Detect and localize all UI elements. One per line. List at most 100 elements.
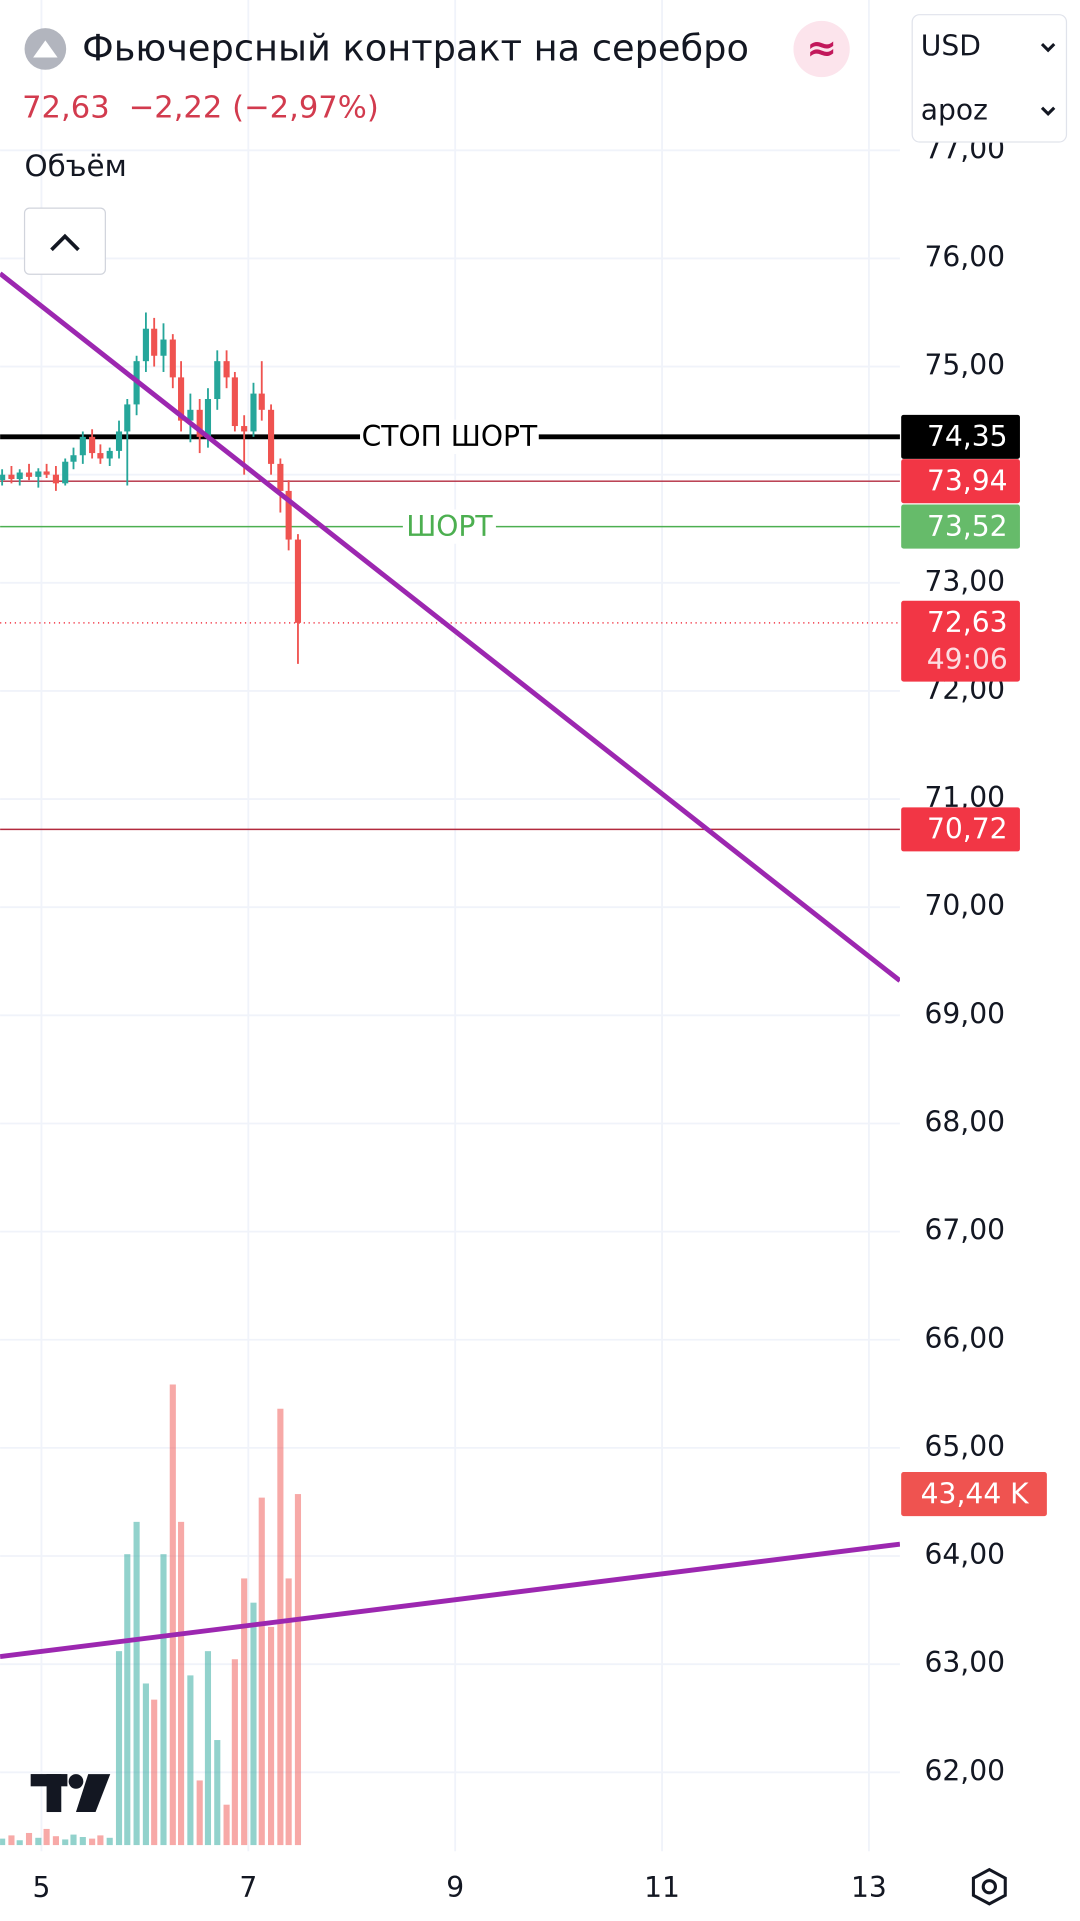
y-tick-label: 70,00: [924, 889, 1005, 922]
volume-bar: [214, 1740, 221, 1846]
logo-part: [68, 1774, 84, 1789]
volume-bar: [241, 1578, 248, 1846]
candle-body: [277, 463, 284, 491]
badge[interactable]: [793, 20, 850, 78]
volume-bar: [151, 1699, 158, 1846]
collapse-icon: [50, 233, 80, 252]
volume-bar: [223, 1804, 230, 1846]
candle-body: [258, 393, 265, 410]
logo-part: [75, 1774, 111, 1813]
y-tick-label: 67,00: [924, 1214, 1005, 1247]
candle-body: [16, 472, 23, 480]
price-change: −2,22 (−2,97%): [129, 90, 379, 125]
plot-area: СТОП ШОРТ ШОРТ: [0, 271, 900, 1846]
level-price-box: [901, 414, 1020, 459]
volume-value-label: 43,44 K: [921, 1477, 1031, 1510]
x-tick-label: 9: [446, 1871, 464, 1904]
candle-body: [0, 474, 6, 481]
volume-bar: [43, 1828, 50, 1846]
level-price-label: 74,35: [927, 420, 1008, 453]
volume-bar: [133, 1521, 140, 1846]
candle-body: [124, 404, 131, 432]
candle-body: [89, 436, 96, 454]
dropdown-arrow: [1040, 42, 1056, 53]
volume-bar: [97, 1835, 104, 1846]
settings-button[interactable]: [971, 1867, 1007, 1906]
candle-body: [285, 490, 292, 540]
level-text: ШОРТ: [406, 510, 493, 543]
volume-bar: [231, 1659, 238, 1846]
candle-body: [178, 377, 185, 421]
candle-body: [223, 361, 230, 378]
candle-body: [52, 474, 59, 484]
symbol-title[interactable]: Фьючерсный контракт на серебро: [82, 27, 749, 70]
level-text-bg: [360, 419, 539, 454]
volume-bar: [160, 1554, 167, 1846]
candle-body: [142, 328, 149, 362]
y-tick-label: 76,00: [924, 240, 1005, 273]
last-price-box: [901, 600, 1020, 682]
volume-bar: [250, 1602, 257, 1846]
candle-body: [25, 472, 33, 477]
y-tick-label: 66,00: [924, 1322, 1005, 1355]
volume-bar: [178, 1521, 185, 1846]
level-price-label: 73,52: [927, 510, 1008, 543]
volume-bar: [169, 1384, 176, 1846]
level-text: СТОП ШОРТ: [362, 420, 538, 453]
volume-bar: [187, 1675, 194, 1846]
level-price-label: 70,72: [927, 813, 1008, 846]
last-price-label: 72,63: [927, 606, 1008, 639]
level-price-label: 73,94: [927, 464, 1008, 497]
dropdown-panel: [911, 14, 1068, 143]
volume-bar: [89, 1838, 96, 1846]
logo-part: [46, 1774, 62, 1813]
grid: [0, 0, 900, 1852]
level-price-box: [901, 807, 1020, 852]
candle-body: [35, 471, 42, 477]
level-price-box: [901, 504, 1020, 549]
candle-body: [169, 339, 176, 378]
candle-body: [151, 328, 158, 356]
x-tick-label: 11: [644, 1871, 680, 1904]
volume-bar: [277, 1408, 284, 1846]
candle-body: [43, 471, 50, 475]
countdown-label: 49:06: [927, 643, 1008, 676]
candle-body: [160, 339, 167, 356]
candle-body: [196, 409, 203, 437]
candle-body: [187, 409, 194, 421]
dropdown-arrow: [1040, 106, 1056, 117]
volume-bar: [196, 1780, 203, 1846]
price-axis: 77,0076,0075,0074,0073,0072,0071,0070,00…: [901, 132, 1047, 1787]
volume-bar: [35, 1837, 42, 1846]
tradingview-logo: [30, 1774, 111, 1813]
y-tick-label: 62,00: [924, 1754, 1005, 1787]
settings-icon: [981, 1879, 997, 1895]
volume-bar: [25, 1832, 33, 1846]
x-tick-label: 5: [32, 1871, 50, 1904]
candle-body: [204, 399, 212, 437]
x-tick-label: 13: [851, 1871, 887, 1904]
y-tick-label: 75,00: [924, 349, 1005, 382]
volume-bar: [79, 1837, 86, 1846]
volume-bar: [115, 1651, 123, 1846]
timeframe-select[interactable]: apoz: [921, 93, 988, 126]
candle-body: [115, 431, 123, 451]
candle-body: [241, 426, 248, 432]
volume-bar: [258, 1497, 265, 1846]
collapse-button[interactable]: [23, 207, 106, 275]
y-tick-label: 63,00: [924, 1646, 1005, 1679]
volume-bar: [294, 1494, 302, 1846]
y-tick-label: 69,00: [924, 997, 1005, 1030]
y-tick-label: 64,00: [924, 1538, 1005, 1571]
trendline: [0, 1541, 900, 1660]
currency-select[interactable]: USD: [921, 30, 981, 63]
candle-body: [294, 539, 302, 623]
volume-bar: [16, 1840, 23, 1846]
volume-bar: [0, 1838, 6, 1846]
y-tick-label: 73,00: [924, 565, 1005, 598]
candle-body: [106, 450, 113, 459]
candle-body: [62, 461, 69, 484]
candle-body: [79, 436, 86, 456]
volume-indicator-label: Объём: [25, 149, 127, 183]
